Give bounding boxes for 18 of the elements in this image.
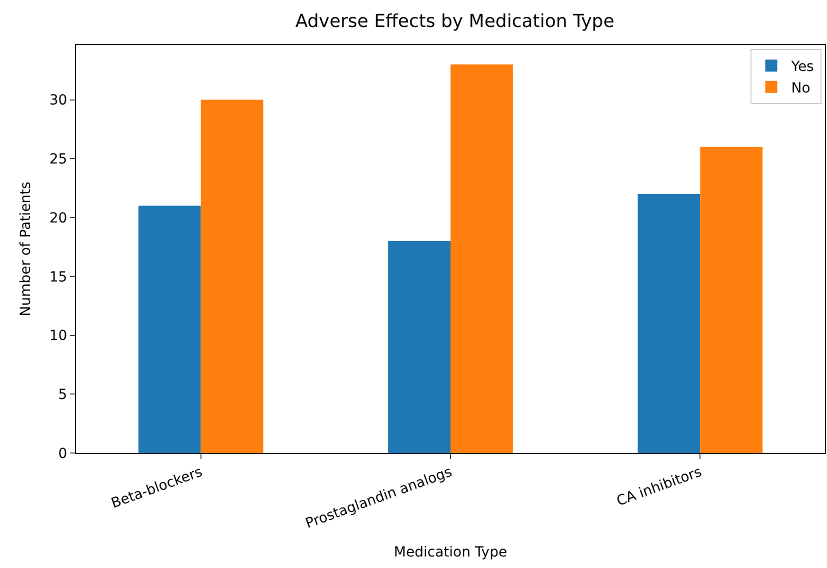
- x-axis-title: Medication Type: [394, 544, 508, 560]
- chart-title: Adverse Effects by Medication Type: [295, 10, 614, 32]
- bar: [200, 100, 264, 453]
- bar: [700, 146, 763, 453]
- bar: [388, 241, 450, 453]
- y-tick-label: 25: [49, 152, 68, 168]
- bar: [138, 206, 201, 453]
- legend-label: Yes: [790, 59, 814, 76]
- y-tick-label: 15: [49, 269, 68, 286]
- y-tick-label: 20: [49, 210, 68, 226]
- y-axis-title: Number of Patients: [18, 182, 34, 316]
- y-tick-label: 10: [49, 328, 68, 344]
- bar: [638, 194, 700, 453]
- y-tick-label: 0: [58, 446, 68, 462]
- legend-label: No: [791, 80, 810, 96]
- y-tick-label: 30: [49, 92, 68, 109]
- y-tick-label: 5: [58, 387, 68, 404]
- bar: [450, 64, 513, 453]
